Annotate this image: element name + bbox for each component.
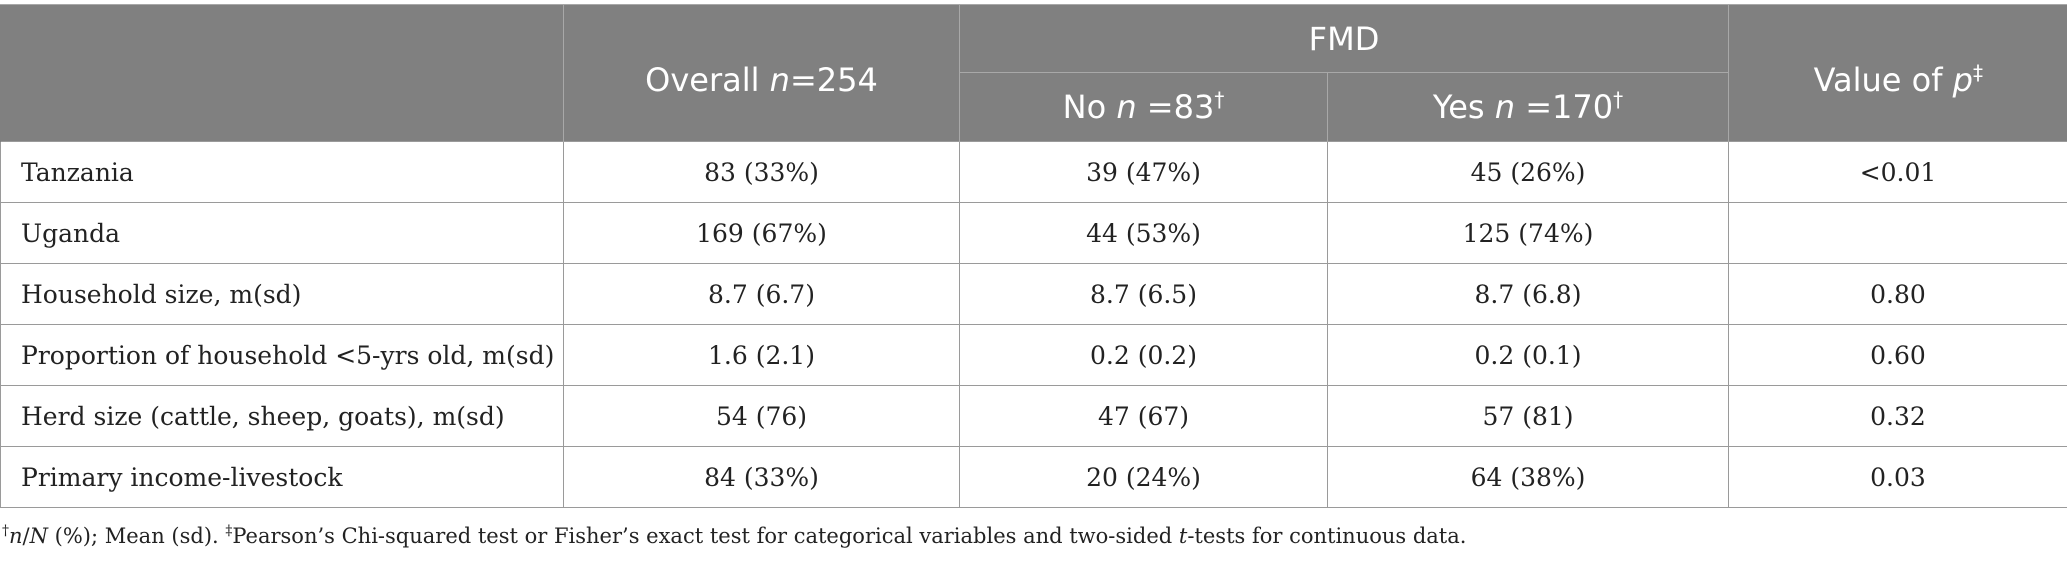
pvalue-cell: 0.80 <box>1728 263 2067 325</box>
pvalue-column-header: Value of p‡ <box>1728 4 2067 142</box>
fmd-no-cell: 39 (47%) <box>959 141 1328 203</box>
fmd-no-cell: 0.2 (0.2) <box>959 324 1328 386</box>
pvalue-cell: 0.32 <box>1728 385 2067 447</box>
fmd-no-cell: 47 (67) <box>959 385 1328 447</box>
overall-cell: 1.6 (2.1) <box>563 324 960 386</box>
row-label: Proportion of household <5-yrs old, m(sd… <box>0 324 564 386</box>
pvalue-cell: <0.01 <box>1728 141 2067 203</box>
table-row: Primary income-livestock 84 (33%) 20 (24… <box>0 446 2067 508</box>
pvalue-cell: 0.60 <box>1728 324 2067 386</box>
overall-cell: 8.7 (6.7) <box>563 263 960 325</box>
row-label: Household size, m(sd) <box>0 263 564 325</box>
overall-cell: 84 (33%) <box>563 446 960 508</box>
row-label: Herd size (cattle, sheep, goats), m(sd) <box>0 385 564 447</box>
fmd-yes-cell: 0.2 (0.1) <box>1327 324 1729 386</box>
fmd-yes-cell: 45 (26%) <box>1327 141 1729 203</box>
fmd-no-cell: 44 (53%) <box>959 202 1328 264</box>
row-label: Tanzania <box>0 141 564 203</box>
pvalue-cell: 0.03 <box>1728 446 2067 508</box>
stub-header <box>0 4 564 142</box>
fmd-yes-cell: 125 (74%) <box>1327 202 1729 264</box>
fmd-no-cell: 20 (24%) <box>959 446 1328 508</box>
overall-cell: 169 (67%) <box>563 202 960 264</box>
table-footnote: †n/N (%); Mean (sd). ‡Pearson’s Chi-squa… <box>2 523 1467 548</box>
overall-column-header: Overall n=254 <box>563 4 960 142</box>
pvalue-cell <box>1728 202 2067 264</box>
table-row: Proportion of household <5-yrs old, m(sd… <box>0 324 2067 386</box>
overall-cell: 83 (33%) <box>563 141 960 203</box>
fmd-yes-cell: 57 (81) <box>1327 385 1729 447</box>
table-row: Uganda 169 (67%) 44 (53%) 125 (74%) <box>0 202 2067 264</box>
row-label: Primary income-livestock <box>0 446 564 508</box>
characteristics-table: Overall n=254 FMD Value of p‡ No n =83† … <box>0 4 2067 508</box>
fmd-yes-column-header: Yes n =170† <box>1327 72 1729 142</box>
fmd-group-header: FMD <box>959 4 1729 73</box>
table-row: Herd size (cattle, sheep, goats), m(sd) … <box>0 385 2067 447</box>
fmd-no-cell: 8.7 (6.5) <box>959 263 1328 325</box>
table-row: Tanzania 83 (33%) 39 (47%) 45 (26%) <0.0… <box>0 141 2067 203</box>
fmd-yes-cell: 8.7 (6.8) <box>1327 263 1729 325</box>
fmd-no-column-header: No n =83† <box>959 72 1328 142</box>
table-row: Household size, m(sd) 8.7 (6.7) 8.7 (6.5… <box>0 263 2067 325</box>
row-label: Uganda <box>0 202 564 264</box>
overall-cell: 54 (76) <box>563 385 960 447</box>
fmd-yes-cell: 64 (38%) <box>1327 446 1729 508</box>
